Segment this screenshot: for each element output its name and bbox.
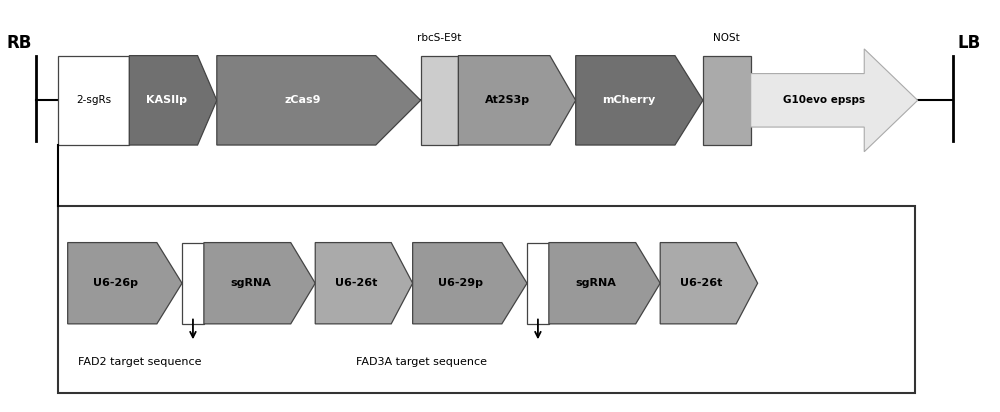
Polygon shape (660, 243, 758, 324)
Text: FAD3A target sequence: FAD3A target sequence (356, 357, 487, 367)
Text: U6-29p: U6-29p (438, 278, 483, 288)
Text: G10evo epsps: G10evo epsps (783, 95, 865, 105)
Text: sgRNA: sgRNA (230, 278, 271, 288)
Text: KASIIp: KASIIp (146, 95, 187, 105)
Text: rbcS-E9t: rbcS-E9t (417, 33, 462, 43)
Text: U6-26t: U6-26t (335, 278, 377, 288)
Bar (527, 243, 549, 324)
Polygon shape (458, 56, 576, 145)
Text: zCas9: zCas9 (284, 95, 321, 105)
Bar (182, 243, 204, 324)
Text: At2S3p: At2S3p (485, 95, 530, 105)
Polygon shape (751, 49, 918, 152)
Polygon shape (413, 243, 527, 324)
Text: U6-26t: U6-26t (680, 278, 722, 288)
Text: RB: RB (6, 33, 32, 52)
Text: U6-26p: U6-26p (93, 278, 138, 288)
Bar (703, 56, 751, 145)
Bar (421, 56, 458, 145)
Polygon shape (204, 243, 315, 324)
Bar (58, 206, 915, 393)
Text: LB: LB (958, 33, 981, 52)
Text: 2-sgRs: 2-sgRs (76, 95, 111, 105)
Polygon shape (217, 56, 421, 145)
Polygon shape (68, 243, 182, 324)
Text: sgRNA: sgRNA (575, 278, 616, 288)
Polygon shape (315, 243, 413, 324)
Polygon shape (576, 56, 703, 145)
Polygon shape (549, 243, 660, 324)
Bar (58, 56, 129, 145)
Text: NOSt: NOSt (713, 33, 740, 43)
Polygon shape (129, 56, 217, 145)
Text: FAD2 target sequence: FAD2 target sequence (78, 357, 201, 367)
Text: mCherry: mCherry (603, 95, 656, 105)
